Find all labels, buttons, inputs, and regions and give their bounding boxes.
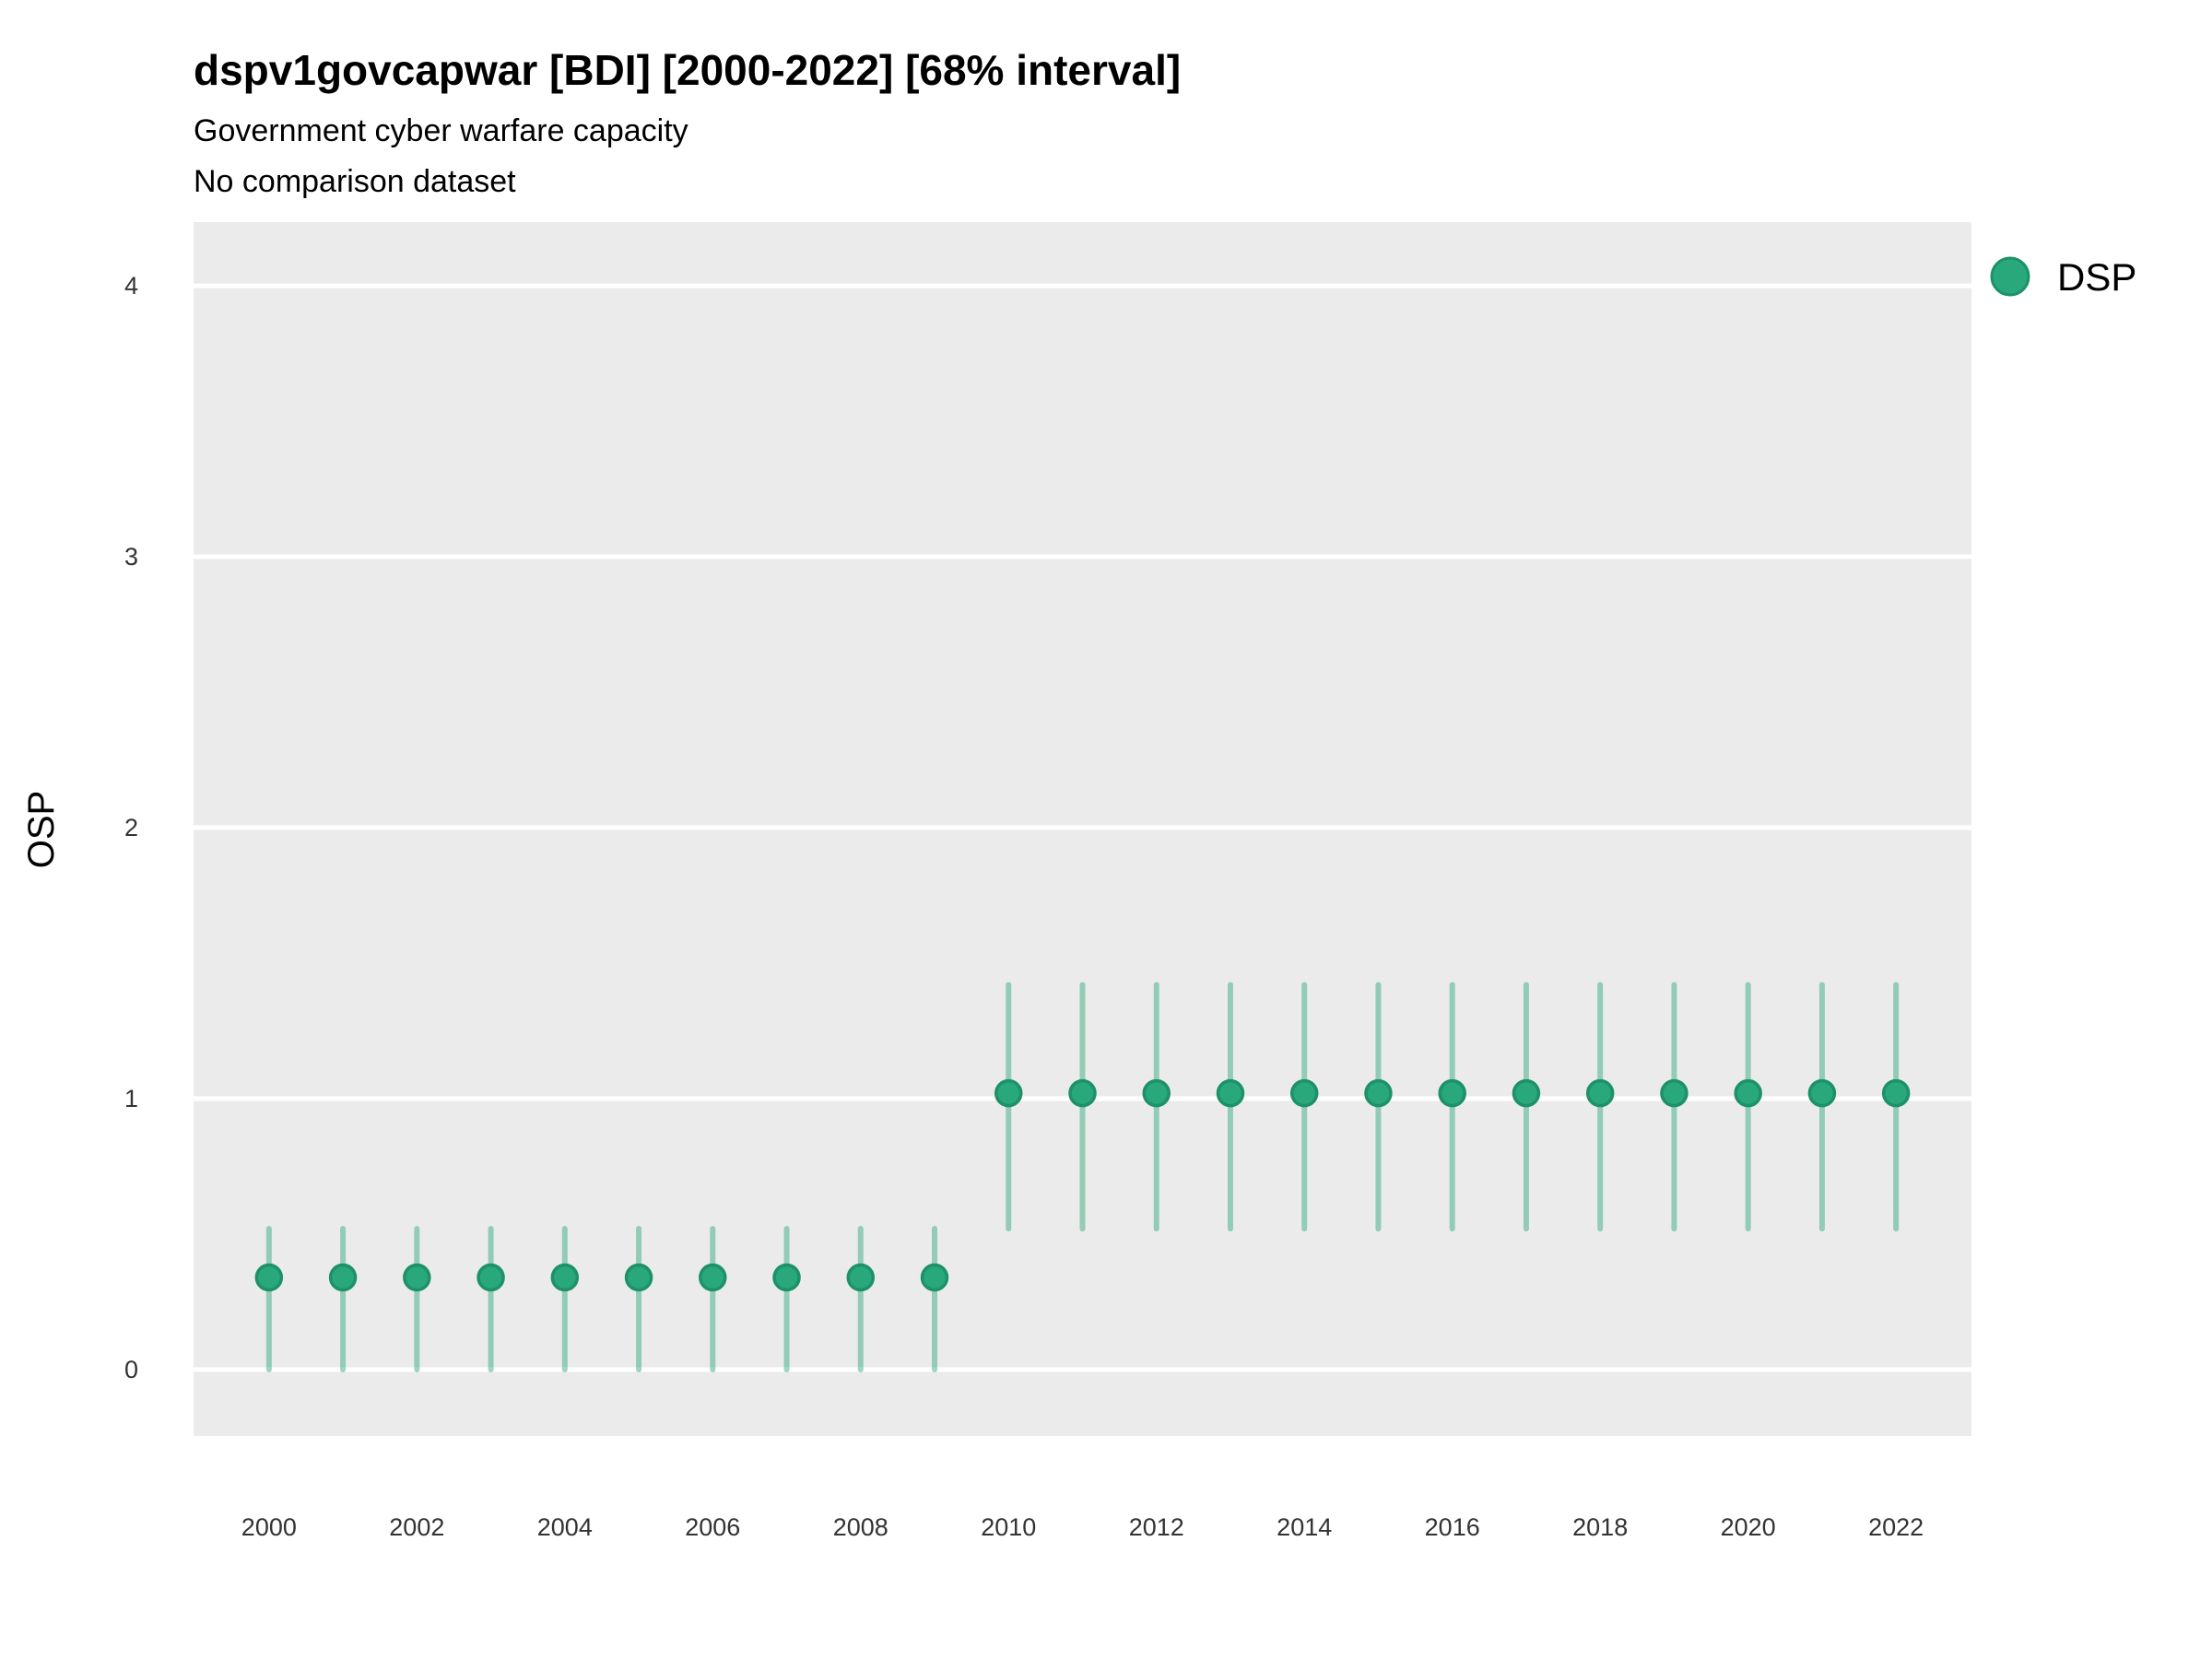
- y-tick-label-1: 1: [124, 1085, 138, 1112]
- x-tick-label-2002: 2002: [389, 1513, 444, 1541]
- point-2018: [1585, 1078, 1615, 1108]
- point-2015: [1364, 1078, 1393, 1108]
- x-tick-label-2012: 2012: [1129, 1513, 1184, 1541]
- point-2021: [1807, 1078, 1837, 1108]
- point-2020: [1734, 1078, 1762, 1108]
- x-tick-label-2000: 2000: [241, 1513, 297, 1541]
- chart-subtitle: Government cyber warfare capacity: [194, 113, 688, 148]
- point-2000: [254, 1263, 284, 1292]
- point-2005: [624, 1263, 653, 1292]
- point-2009: [920, 1263, 949, 1292]
- x-tick-label-2014: 2014: [1277, 1513, 1332, 1541]
- chart-title: dspv1govcapwar [BDI] [2000-2022] [68% in…: [194, 46, 1181, 94]
- legend-label: DSP: [2057, 255, 2136, 299]
- chart-subtitle-note: No comparison dataset: [194, 164, 516, 199]
- point-2008: [846, 1263, 876, 1292]
- pointrange-marks: [254, 982, 1911, 1372]
- x-tick-label-2022: 2022: [1868, 1513, 1924, 1541]
- point-2003: [477, 1263, 505, 1292]
- point-2010: [994, 1078, 1023, 1108]
- x-tick-label-2020: 2020: [1721, 1513, 1776, 1541]
- x-tick-label-2010: 2010: [981, 1513, 1036, 1541]
- point-2004: [550, 1263, 580, 1292]
- y-tick-label-2: 2: [124, 814, 138, 841]
- x-tick-label-2006: 2006: [685, 1513, 740, 1541]
- point-2013: [1216, 1078, 1245, 1108]
- point-2002: [403, 1263, 431, 1292]
- y-tick-label-0: 0: [124, 1356, 138, 1383]
- point-2007: [772, 1263, 801, 1292]
- point-2012: [1142, 1078, 1171, 1108]
- legend-circle-icon: [1990, 256, 2030, 297]
- point-2011: [1068, 1078, 1097, 1108]
- point-2001: [328, 1263, 358, 1292]
- y-axis-tick-labels: 0 1 2 3 4: [124, 272, 138, 1383]
- x-tick-label-2016: 2016: [1425, 1513, 1480, 1541]
- x-tick-label-2008: 2008: [833, 1513, 888, 1541]
- x-tick-label-2004: 2004: [537, 1513, 593, 1541]
- legend: DSP: [1990, 255, 2136, 299]
- y-axis-title: OSP: [21, 791, 62, 868]
- x-axis-tick-labels: 2000 2002 2004 2006 2008 2010 2012 2014 2016 2018…: [241, 1513, 1924, 1541]
- y-tick-label-3: 3: [124, 543, 138, 571]
- point-2014: [1289, 1078, 1319, 1108]
- x-tick-label-2018: 2018: [1572, 1513, 1628, 1541]
- point-2019: [1660, 1078, 1688, 1108]
- point-2017: [1512, 1078, 1541, 1108]
- point-2022: [1881, 1078, 1911, 1108]
- point-2006: [699, 1263, 727, 1292]
- y-tick-label-4: 4: [124, 272, 138, 300]
- point-2016: [1438, 1078, 1466, 1108]
